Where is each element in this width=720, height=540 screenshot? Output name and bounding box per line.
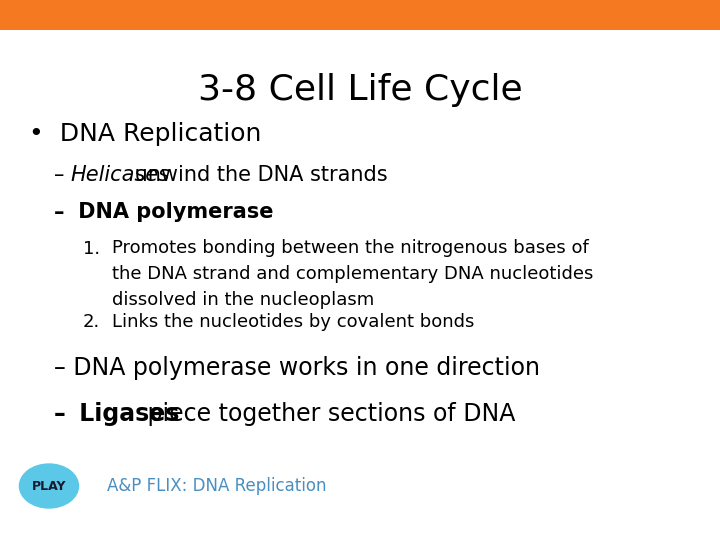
Text: •  DNA Replication: • DNA Replication: [29, 122, 261, 145]
Text: Helicases: Helicases: [71, 165, 170, 185]
Circle shape: [19, 463, 79, 509]
Text: –: –: [54, 165, 64, 185]
Text: –: –: [54, 402, 66, 426]
Text: A&P FLIX: DNA Replication: A&P FLIX: DNA Replication: [107, 477, 326, 495]
Text: Promotes bonding between the nitrogenous bases of
the DNA strand and complementa: Promotes bonding between the nitrogenous…: [112, 239, 593, 309]
Text: DNA polymerase: DNA polymerase: [71, 202, 273, 222]
Text: – DNA polymerase works in one direction: – DNA polymerase works in one direction: [54, 356, 540, 380]
Text: –: –: [54, 202, 65, 222]
Text: unwind the DNA strands: unwind the DNA strands: [128, 165, 388, 185]
Text: 1.: 1.: [83, 240, 100, 258]
Text: 2.: 2.: [83, 313, 100, 331]
Text: Ligases: Ligases: [71, 402, 179, 426]
Text: piece together sections of DNA: piece together sections of DNA: [140, 402, 516, 426]
Text: Links the nucleotides by covalent bonds: Links the nucleotides by covalent bonds: [112, 313, 474, 331]
Text: PLAY: PLAY: [32, 480, 66, 492]
Text: 3-8 Cell Life Cycle: 3-8 Cell Life Cycle: [198, 73, 522, 107]
FancyBboxPatch shape: [0, 0, 720, 30]
